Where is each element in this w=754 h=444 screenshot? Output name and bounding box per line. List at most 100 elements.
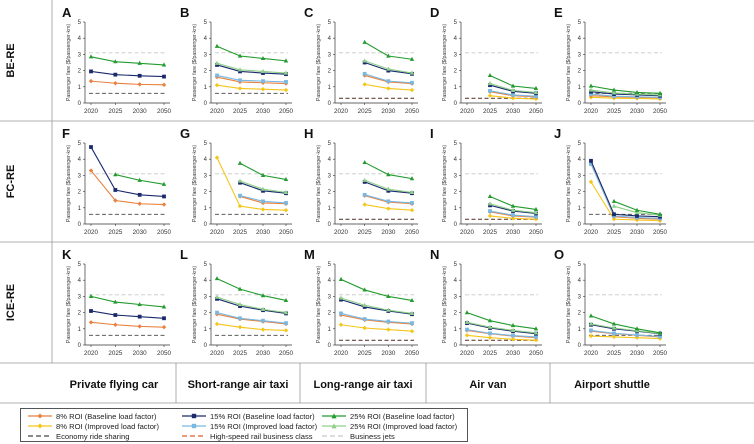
x-tick-label: 2050 (157, 229, 172, 236)
y-tick-label: 3 (204, 294, 208, 300)
y-tick-label: 4 (204, 36, 208, 42)
x-tick-label: 2020 (84, 108, 99, 115)
y-tick-label: 0 (578, 222, 582, 228)
data-point (534, 335, 538, 339)
panel-N: N 0 1 2 3 4 5 2020 2025 2030 2050 Passenger fare ($… (430, 247, 543, 357)
y-tick-label: 2 (204, 190, 208, 196)
series-line-roi8_base (90, 80, 165, 86)
legend-item-roi15-imp: 15% ROI (Improved load factor) (181, 421, 317, 431)
column-label: Airport shuttle (574, 379, 650, 391)
data-point (386, 66, 391, 71)
x-tick-label: 2050 (279, 229, 294, 236)
data-point (284, 321, 288, 326)
data-point (409, 70, 415, 75)
y-tick-label: 3 (578, 173, 582, 179)
x-tick-label: 2020 (334, 108, 349, 115)
data-point (488, 88, 492, 93)
data-point (386, 186, 391, 191)
series-line-roi8_base (590, 162, 661, 220)
data-point (338, 295, 344, 300)
data-point (611, 334, 617, 340)
y-tick-label: 2 (328, 190, 332, 196)
y-tick-label: 2 (454, 69, 458, 75)
data-point (510, 83, 516, 88)
x-tick-label: 2025 (483, 350, 498, 357)
x-tick-label: 2050 (529, 229, 544, 236)
y-tick-label: 3 (328, 173, 332, 179)
x-tick-label: 2025 (358, 229, 373, 236)
data-point (113, 188, 118, 192)
x-tick-label: 2050 (653, 108, 668, 115)
y-tick-label: 5 (204, 20, 208, 26)
y-tick-label: 2 (204, 311, 208, 317)
y-tick-label: 1 (328, 85, 332, 91)
legend-item-roi8-base: 8% ROI (Baseline load factor) (27, 411, 156, 421)
data-point (634, 89, 640, 95)
x-tick-label: 2020 (84, 350, 99, 357)
data-point (113, 313, 118, 317)
y-tick-label: 3 (578, 52, 582, 58)
y-axis-label: Passenger fare ($/passenger-km) (66, 24, 72, 102)
series-line-roi15_imp (340, 312, 413, 324)
data-point (162, 316, 166, 321)
data-point (588, 83, 594, 88)
y-tick-label: 1 (204, 206, 208, 212)
data-point (511, 93, 515, 97)
legend-label: 8% ROI (Baseline load factor) (56, 411, 157, 421)
data-point (215, 73, 219, 78)
series-line-roi15_imp (216, 74, 287, 83)
y-tick-label: 4 (328, 157, 332, 163)
series-line-roi15_base (216, 298, 287, 314)
data-point (534, 214, 538, 219)
y-tick-label: 1 (204, 327, 208, 333)
data-point (386, 172, 391, 177)
y-tick-label: 0 (204, 343, 208, 349)
series-line-roi8_imp (216, 84, 287, 91)
y-tick-label: 2 (578, 69, 582, 75)
data-point (510, 216, 516, 221)
data-point (487, 335, 493, 340)
y-tick-label: 2 (328, 69, 332, 75)
data-point (488, 203, 492, 208)
data-point (386, 53, 391, 58)
x-tick-label: 2025 (233, 108, 248, 115)
panel-letter: A (62, 5, 72, 20)
x-tick-label: 2020 (584, 108, 599, 115)
data-point (611, 87, 617, 92)
legend-label: High-speed rail business class (210, 431, 313, 441)
data-point (237, 86, 243, 91)
data-point (362, 317, 367, 321)
y-tick-label: 3 (328, 52, 332, 58)
y-axis-label: Passenger fare ($/passenger-km) (442, 145, 448, 223)
data-point (214, 82, 220, 88)
data-point (237, 302, 243, 307)
data-point (533, 89, 539, 95)
series-line-roi25_base (340, 278, 413, 301)
x-tick-label: 2050 (653, 229, 668, 236)
data-point (657, 330, 663, 335)
y-tick-label: 3 (204, 52, 208, 58)
y-tick-label: 4 (78, 36, 82, 42)
series-line-roi25_imp (216, 62, 287, 74)
y-tick-label: 0 (328, 343, 332, 349)
series-line-roi25_imp (590, 89, 661, 96)
legend-label: Economy ride sharing (56, 431, 130, 441)
y-tick-label: 3 (454, 52, 458, 58)
y-axis-label: Passenger fare ($/passenger-km) (566, 145, 572, 223)
x-tick-label: 2030 (381, 229, 396, 236)
x-tick-label: 2030 (630, 108, 645, 115)
data-point (214, 43, 220, 48)
y-tick-label: 3 (328, 294, 332, 300)
data-point (409, 329, 415, 334)
data-point (588, 321, 594, 326)
x-tick-label: 2025 (358, 350, 373, 357)
series-line-roi25_imp (466, 321, 537, 334)
panel-letter: O (554, 247, 564, 262)
data-point (113, 322, 118, 327)
data-point (88, 320, 94, 325)
series-line-roi8_imp (590, 335, 661, 340)
panel-letter: G (180, 126, 190, 141)
y-axis-label: Passenger fare ($/passenger-km) (442, 24, 448, 102)
data-point (465, 327, 469, 332)
y-tick-label: 4 (454, 157, 458, 163)
